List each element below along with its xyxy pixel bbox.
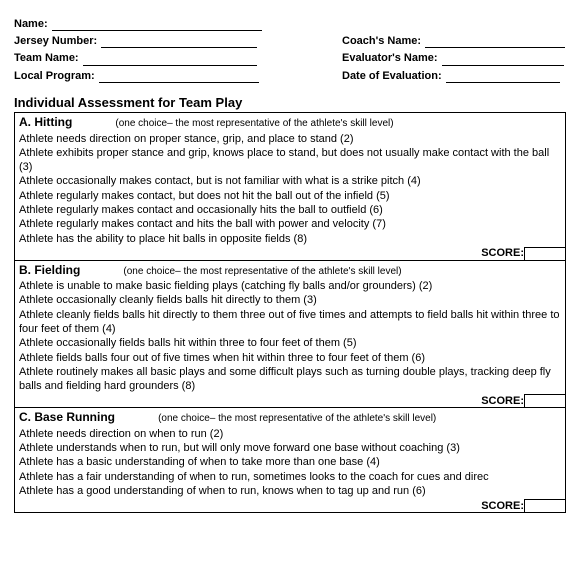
line-evaluator[interactable] [442, 65, 564, 66]
criteria-item: Athlete regularly makes contact and hits… [19, 217, 561, 231]
section-fielding: B. Fielding (one choice– the most repres… [15, 260, 565, 408]
label-name: Name: [14, 18, 52, 31]
criteria-item: Athlete has a basic understanding of whe… [19, 455, 561, 469]
score-label: SCORE: [481, 247, 524, 260]
criteria-item: Athlete needs direction on proper stance… [19, 132, 561, 146]
criteria-item: Athlete fields balls four out of five ti… [19, 351, 561, 365]
line-team[interactable] [83, 65, 257, 66]
criteria-item: Athlete cleanly fields balls hit directl… [19, 308, 561, 337]
section-sub-hitting: (one choice– the most representative of … [115, 118, 393, 129]
score-label: SCORE: [481, 395, 524, 408]
criteria-item: Athlete has a good understanding of when… [19, 484, 561, 498]
field-evaluator: Evaluator's Name: [342, 52, 564, 65]
label-jersey: Jersey Number: [14, 35, 101, 48]
score-row-baserunning: SCORE: [481, 499, 566, 513]
criteria-item: Athlete occasionally cleanly fields ball… [19, 293, 561, 307]
criteria-item: Athlete regularly makes contact, but doe… [19, 189, 561, 203]
label-coach: Coach's Name: [342, 35, 425, 48]
line-jersey[interactable] [101, 47, 257, 48]
label-evaluator: Evaluator's Name: [342, 52, 442, 65]
field-name: Name: [14, 18, 262, 31]
criteria-item: Athlete routinely makes all basic plays … [19, 365, 561, 394]
field-team: Team Name: [14, 52, 272, 65]
criteria-item: Athlete occasionally fields balls hit wi… [19, 336, 561, 350]
line-program[interactable] [99, 82, 259, 83]
section-sub-fielding: (one choice– the most representative of … [123, 266, 401, 277]
assessment-title: Individual Assessment for Team Play [14, 95, 566, 111]
score-box-baserunning[interactable] [524, 499, 566, 513]
score-box-fielding[interactable] [524, 394, 566, 408]
criteria-fielding: Athlete is unable to make basic fielding… [19, 279, 561, 393]
section-sub-baserunning: (one choice– the most representative of … [158, 413, 436, 424]
field-date: Date of Evaluation: [342, 70, 560, 83]
field-coach: Coach's Name: [342, 35, 565, 48]
criteria-item: Athlete is unable to make basic fielding… [19, 279, 561, 293]
line-coach[interactable] [425, 47, 565, 48]
criteria-item: Athlete exhibits proper stance and grip,… [19, 146, 561, 175]
criteria-item: Athlete needs direction on when to run (… [19, 427, 561, 441]
field-program: Local Program: [14, 70, 272, 83]
criteria-baserunning: Athlete needs direction on when to run (… [19, 427, 561, 498]
assessment-box: A. Hitting (one choice– the most represe… [14, 112, 566, 513]
line-name[interactable] [52, 30, 262, 31]
label-date: Date of Evaluation: [342, 70, 446, 83]
criteria-hitting: Athlete needs direction on proper stance… [19, 132, 561, 246]
line-date[interactable] [446, 82, 560, 83]
section-title-fielding: B. Fielding [19, 263, 80, 277]
score-label: SCORE: [481, 500, 524, 513]
label-program: Local Program: [14, 70, 99, 83]
criteria-item: Athlete understands when to run, but wil… [19, 441, 561, 455]
score-box-hitting[interactable] [524, 247, 566, 261]
criteria-item: Athlete has the ability to place hit bal… [19, 232, 561, 246]
form-header: Name: Jersey Number: Coach's Name: Team … [14, 18, 566, 83]
score-row-hitting: SCORE: [481, 247, 566, 261]
criteria-item: Athlete regularly makes contact and occa… [19, 203, 561, 217]
section-title-hitting: A. Hitting [19, 115, 72, 129]
criteria-item: Athlete has a fair understanding of when… [19, 470, 561, 484]
criteria-item: Athlete occasionally makes contact, but … [19, 174, 561, 188]
score-row-fielding: SCORE: [481, 394, 566, 408]
section-title-baserunning: C. Base Running [19, 410, 115, 424]
section-hitting: A. Hitting (one choice– the most represe… [15, 113, 565, 260]
label-team: Team Name: [14, 52, 83, 65]
field-jersey: Jersey Number: [14, 35, 272, 48]
section-baserunning: C. Base Running (one choice– the most re… [15, 407, 565, 512]
